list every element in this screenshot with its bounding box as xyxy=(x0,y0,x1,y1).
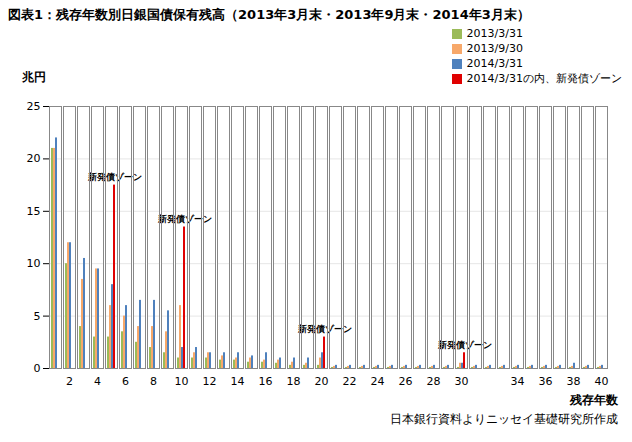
svg-text:40: 40 xyxy=(595,375,609,388)
html-text:残存年数: 残存年数 xyxy=(570,393,618,407)
svg-text:38: 38 xyxy=(567,375,581,388)
svg-text:新発債ゾーン: 新発債ゾーン xyxy=(157,213,212,224)
svg-text:22: 22 xyxy=(343,375,357,388)
svg-text:26: 26 xyxy=(399,375,413,388)
svg-text:新発債ゾーン: 新発債ゾーン xyxy=(87,172,142,182)
svg-text:5: 5 xyxy=(34,310,41,323)
svg-text:18: 18 xyxy=(287,375,301,388)
html-text:図表1：残存年数別日銀国債保有残高（2013年3月末・201: 図表1：残存年数別日銀国債保有残高（2013年3月末・2013年9月末・2014… xyxy=(8,7,530,22)
svg-text:10: 10 xyxy=(27,257,41,270)
svg-text:2: 2 xyxy=(66,375,73,388)
svg-text:34: 34 xyxy=(511,375,525,388)
svg-text:36: 36 xyxy=(539,375,553,388)
html-text:2013/9/30: 2013/9/30 xyxy=(466,42,523,55)
svg-text:20: 20 xyxy=(27,152,41,165)
svg-text:25: 25 xyxy=(27,100,41,113)
svg-text:12: 12 xyxy=(203,375,217,388)
html-text:兆円: 兆円 xyxy=(22,70,46,84)
svg-text:4: 4 xyxy=(94,375,101,388)
svg-text:20: 20 xyxy=(315,375,329,388)
html-text:日本銀行資料よりニッセイ基礎研究所作成: 日本銀行資料よりニッセイ基礎研究所作成 xyxy=(390,412,618,426)
svg-text:新発債ゾーン: 新発債ゾーン xyxy=(437,339,492,350)
svg-text:15: 15 xyxy=(27,205,41,218)
svg-text:24: 24 xyxy=(371,375,385,388)
svg-text:10: 10 xyxy=(175,375,189,388)
html-text:2014/3/31の内、新発債ゾーン: 2014/3/31の内、新発債ゾーン xyxy=(466,72,622,85)
html-text:2013/3/31: 2013/3/31 xyxy=(466,27,523,40)
svg-text:14: 14 xyxy=(231,375,245,388)
svg-text:16: 16 xyxy=(259,375,273,388)
svg-text:6: 6 xyxy=(122,375,129,388)
svg-text:30: 30 xyxy=(455,375,469,388)
svg-text:新発債ゾーン: 新発債ゾーン xyxy=(297,323,352,334)
html-text:2014/3/31: 2014/3/31 xyxy=(466,57,523,70)
svg-text:0: 0 xyxy=(34,362,41,375)
svg-text:8: 8 xyxy=(150,375,157,388)
svg-text:28: 28 xyxy=(427,375,441,388)
